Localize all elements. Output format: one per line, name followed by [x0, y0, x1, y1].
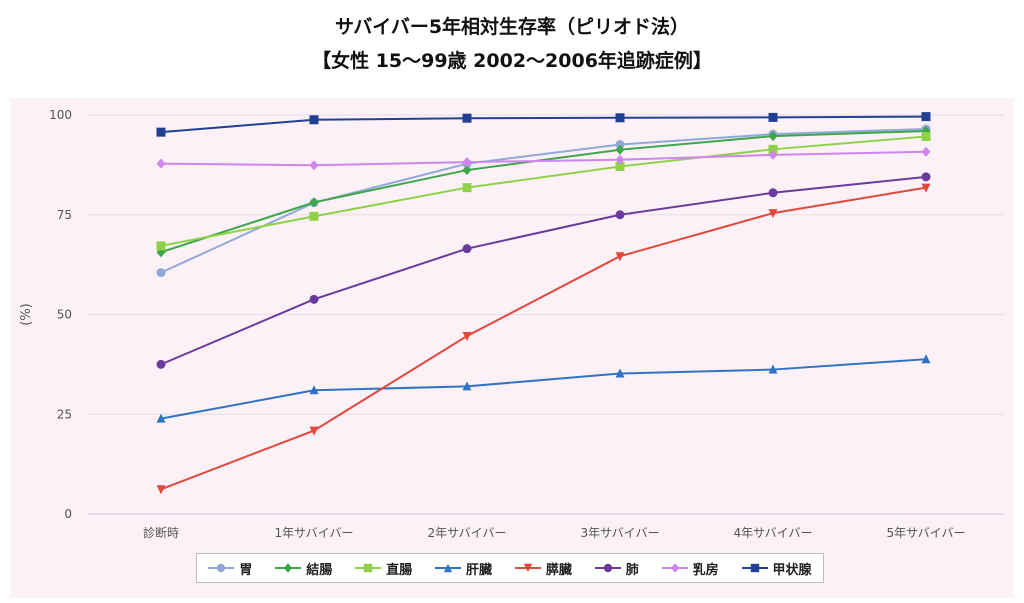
data-point — [156, 158, 166, 169]
data-point — [462, 381, 472, 391]
data-point — [615, 144, 625, 155]
data-point — [462, 165, 472, 176]
y-tick-label: 100 — [49, 108, 72, 122]
legend-swatch-icon — [275, 563, 302, 573]
x-tick-label: 診断時 — [143, 525, 179, 540]
legend-item: 膵臓 — [514, 559, 572, 578]
legend-swatch-icon — [741, 563, 768, 573]
data-point — [921, 354, 931, 364]
y-tick-label: 25 — [57, 407, 72, 421]
plot-area: 0 25 50 75 100 (%) 診断時 1年サバイバー 2年サバイバー 3年サバイバー 4年サ… — [10, 98, 1014, 598]
data-point — [156, 268, 166, 278]
series-line — [160, 358, 927, 420]
legend-item: 乳房 — [661, 559, 719, 578]
series-line — [160, 127, 927, 274]
data-point — [615, 252, 625, 262]
series-line — [160, 175, 927, 366]
series-line — [160, 186, 927, 491]
data-point — [921, 183, 931, 193]
chart-subtitle: 【女性 15〜99歳 2002〜2006年追跡症例】 — [312, 50, 712, 72]
legend-swatch-icon — [355, 563, 382, 573]
data-point — [615, 113, 625, 123]
data-point — [462, 332, 472, 342]
data-point — [768, 364, 778, 374]
data-point — [768, 112, 778, 122]
data-point — [156, 485, 166, 495]
legend-label: 胃 — [239, 562, 253, 578]
data-point — [156, 241, 166, 251]
data-point — [768, 149, 778, 160]
data-point — [462, 113, 472, 123]
data-point — [309, 197, 319, 208]
data-point — [768, 131, 778, 142]
x-tick-label: 1年サバイバー — [275, 526, 354, 540]
legend-swatch-icon — [514, 563, 541, 573]
legend-item: 肝臓 — [435, 559, 492, 578]
legend-label: 甲状腺 — [772, 562, 812, 578]
data-point — [921, 112, 931, 122]
legend-item: 甲状腺 — [741, 559, 812, 578]
data-point — [921, 132, 931, 142]
data-point — [156, 413, 166, 423]
y-tick-label: 75 — [57, 208, 72, 222]
data-point — [768, 144, 778, 154]
x-tick-label: 5年サバイバー — [887, 526, 966, 540]
data-point — [615, 210, 625, 220]
series-line — [160, 135, 927, 247]
data-point — [309, 160, 319, 171]
data-point — [921, 146, 931, 157]
line-chart: 0 25 50 75 100 (%) 診断時 1年サバイバー 2年サバイバー 3年サバイバー 4年サ… — [19, 108, 1004, 540]
legend-swatch-icon — [594, 563, 621, 573]
y-tick-label: 50 — [57, 308, 72, 322]
data-point — [309, 385, 319, 395]
series-line — [160, 115, 927, 134]
x-tick-label: 2年サバイバー — [428, 526, 507, 540]
legend-item: 結腸 — [275, 559, 332, 578]
legend-label: 乳房 — [692, 562, 719, 578]
data-point — [615, 161, 625, 171]
data-point — [156, 359, 166, 369]
data-point — [462, 157, 472, 168]
data-point — [156, 127, 166, 137]
legend: 胃 結腸 直腸 肝臓 膵臓 肺 乳房 甲状腺 — [196, 553, 824, 583]
data-point — [768, 188, 778, 198]
legend-label: 膵臓 — [545, 562, 572, 578]
data-point — [615, 368, 625, 378]
legend-item: 直腸 — [355, 559, 412, 578]
x-tick-label: 3年サバイバー — [581, 526, 660, 540]
data-point — [615, 140, 625, 150]
data-point — [921, 172, 931, 182]
data-point — [309, 294, 319, 304]
data-point — [462, 244, 472, 254]
legend-swatch-icon — [661, 563, 688, 573]
legend-swatch-icon — [208, 563, 235, 573]
data-point — [309, 426, 319, 436]
data-point — [768, 209, 778, 219]
legend-item: 肺 — [594, 559, 639, 578]
legend-swatch-icon — [435, 563, 462, 573]
y-axis-label: (%) — [19, 303, 34, 326]
legend-label: 結腸 — [306, 562, 333, 578]
chart-title: サバイバー5年相対生存率（ピリオド法） — [334, 16, 690, 38]
series-line — [160, 129, 927, 254]
data-point — [309, 115, 319, 125]
data-point — [309, 211, 319, 221]
legend-label: 肺 — [625, 562, 639, 578]
x-tick-label: 4年サバイバー — [734, 526, 813, 540]
data-point — [615, 154, 625, 165]
legend-label: 直腸 — [386, 562, 413, 578]
legend-label: 肝臓 — [466, 562, 493, 578]
data-point — [462, 183, 472, 193]
legend-item: 胃 — [208, 559, 252, 578]
series-line — [160, 150, 927, 167]
y-tick-label: 0 — [64, 507, 72, 521]
